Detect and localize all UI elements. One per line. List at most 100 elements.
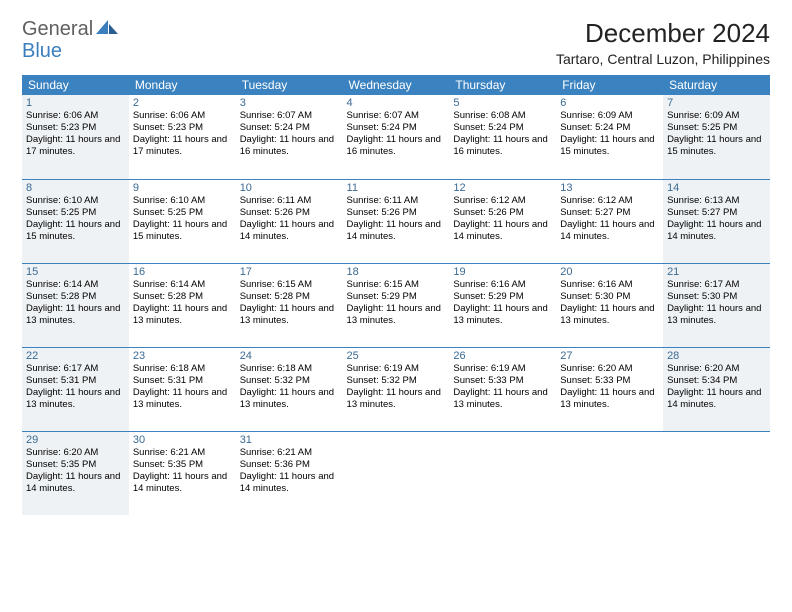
sunset-text: Sunset: 5:31 PM [133,375,232,387]
sunset-text: Sunset: 5:24 PM [347,122,446,134]
daylight-text: Daylight: 11 hours and 13 minutes. [240,303,339,327]
sunset-text: Sunset: 5:25 PM [133,207,232,219]
sunset-text: Sunset: 5:23 PM [133,122,232,134]
sunset-text: Sunset: 5:29 PM [453,291,552,303]
weekday-header: Wednesday [343,75,450,95]
day-info: Sunrise: 6:08 AMSunset: 5:24 PMDaylight:… [453,110,552,158]
calendar-cell: 7Sunrise: 6:09 AMSunset: 5:25 PMDaylight… [663,95,770,179]
calendar-cell: 9Sunrise: 6:10 AMSunset: 5:25 PMDaylight… [129,179,236,263]
daylight-text: Daylight: 11 hours and 13 minutes. [347,387,446,411]
sunrise-text: Sunrise: 6:18 AM [133,363,232,375]
day-info: Sunrise: 6:21 AMSunset: 5:35 PMDaylight:… [133,447,232,495]
calendar-cell: 3Sunrise: 6:07 AMSunset: 5:24 PMDaylight… [236,95,343,179]
day-info: Sunrise: 6:12 AMSunset: 5:26 PMDaylight:… [453,195,552,243]
sunset-text: Sunset: 5:32 PM [240,375,339,387]
day-cell: 28Sunrise: 6:20 AMSunset: 5:34 PMDayligh… [663,347,770,431]
day-number: 2 [133,97,232,109]
sunrise-text: Sunrise: 6:16 AM [453,279,552,291]
sunset-text: Sunset: 5:29 PM [347,291,446,303]
weekday-header: Monday [129,75,236,95]
day-info: Sunrise: 6:15 AMSunset: 5:29 PMDaylight:… [347,279,446,327]
sunset-text: Sunset: 5:28 PM [133,291,232,303]
daylight-text: Daylight: 11 hours and 13 minutes. [240,387,339,411]
day-number: 25 [347,350,446,362]
day-info: Sunrise: 6:06 AMSunset: 5:23 PMDaylight:… [26,110,125,158]
calendar-cell: 13Sunrise: 6:12 AMSunset: 5:27 PMDayligh… [556,179,663,263]
sunrise-text: Sunrise: 6:07 AM [347,110,446,122]
day-cell: 27Sunrise: 6:20 AMSunset: 5:33 PMDayligh… [556,347,663,431]
sunset-text: Sunset: 5:28 PM [240,291,339,303]
sunrise-text: Sunrise: 6:21 AM [133,447,232,459]
day-info: Sunrise: 6:09 AMSunset: 5:24 PMDaylight:… [560,110,659,158]
day-cell: 2Sunrise: 6:06 AMSunset: 5:23 PMDaylight… [129,95,236,179]
day-number: 18 [347,266,446,278]
daylight-text: Daylight: 11 hours and 14 minutes. [347,219,446,243]
day-info: Sunrise: 6:18 AMSunset: 5:32 PMDaylight:… [240,363,339,411]
day-number: 3 [240,97,339,109]
calendar-cell: 19Sunrise: 6:16 AMSunset: 5:29 PMDayligh… [449,263,556,347]
daylight-text: Daylight: 11 hours and 15 minutes. [560,134,659,158]
day-cell: 9Sunrise: 6:10 AMSunset: 5:25 PMDaylight… [129,179,236,263]
day-info: Sunrise: 6:12 AMSunset: 5:27 PMDaylight:… [560,195,659,243]
day-info: Sunrise: 6:14 AMSunset: 5:28 PMDaylight:… [26,279,125,327]
logo-text-general: General [22,19,93,39]
sunset-text: Sunset: 5:33 PM [453,375,552,387]
day-number: 22 [26,350,125,362]
sunrise-text: Sunrise: 6:06 AM [26,110,125,122]
day-info: Sunrise: 6:10 AMSunset: 5:25 PMDaylight:… [26,195,125,243]
day-info: Sunrise: 6:15 AMSunset: 5:28 PMDaylight:… [240,279,339,327]
sunrise-text: Sunrise: 6:09 AM [667,110,766,122]
sunset-text: Sunset: 5:32 PM [347,375,446,387]
day-info: Sunrise: 6:21 AMSunset: 5:36 PMDaylight:… [240,447,339,495]
day-info: Sunrise: 6:19 AMSunset: 5:32 PMDaylight:… [347,363,446,411]
sunrise-text: Sunrise: 6:15 AM [240,279,339,291]
sunrise-text: Sunrise: 6:17 AM [26,363,125,375]
day-cell: 7Sunrise: 6:09 AMSunset: 5:25 PMDaylight… [663,95,770,179]
sunrise-text: Sunrise: 6:20 AM [667,363,766,375]
sunset-text: Sunset: 5:30 PM [667,291,766,303]
day-number: 27 [560,350,659,362]
sunrise-text: Sunrise: 6:12 AM [560,195,659,207]
day-info: Sunrise: 6:19 AMSunset: 5:33 PMDaylight:… [453,363,552,411]
day-info: Sunrise: 6:17 AMSunset: 5:31 PMDaylight:… [26,363,125,411]
title-block: December 2024 Tartaro, Central Luzon, Ph… [556,18,770,67]
sunset-text: Sunset: 5:24 PM [240,122,339,134]
empty-cell [449,431,556,515]
calendar-week-row: 8Sunrise: 6:10 AMSunset: 5:25 PMDaylight… [22,179,770,263]
calendar-cell [663,431,770,515]
day-info: Sunrise: 6:18 AMSunset: 5:31 PMDaylight:… [133,363,232,411]
calendar-cell: 6Sunrise: 6:09 AMSunset: 5:24 PMDaylight… [556,95,663,179]
day-number: 1 [26,97,125,109]
calendar-cell: 29Sunrise: 6:20 AMSunset: 5:35 PMDayligh… [22,431,129,515]
daylight-text: Daylight: 11 hours and 16 minutes. [240,134,339,158]
daylight-text: Daylight: 11 hours and 16 minutes. [347,134,446,158]
day-cell: 17Sunrise: 6:15 AMSunset: 5:28 PMDayligh… [236,263,343,347]
day-info: Sunrise: 6:20 AMSunset: 5:35 PMDaylight:… [26,447,125,495]
daylight-text: Daylight: 11 hours and 14 minutes. [667,219,766,243]
calendar-cell: 25Sunrise: 6:19 AMSunset: 5:32 PMDayligh… [343,347,450,431]
location-text: Tartaro, Central Luzon, Philippines [556,51,770,67]
day-cell: 30Sunrise: 6:21 AMSunset: 5:35 PMDayligh… [129,431,236,515]
day-cell: 23Sunrise: 6:18 AMSunset: 5:31 PMDayligh… [129,347,236,431]
sunset-text: Sunset: 5:23 PM [26,122,125,134]
daylight-text: Daylight: 11 hours and 13 minutes. [133,387,232,411]
sunrise-text: Sunrise: 6:12 AM [453,195,552,207]
calendar-cell: 26Sunrise: 6:19 AMSunset: 5:33 PMDayligh… [449,347,556,431]
calendar-cell: 30Sunrise: 6:21 AMSunset: 5:35 PMDayligh… [129,431,236,515]
calendar-cell: 15Sunrise: 6:14 AMSunset: 5:28 PMDayligh… [22,263,129,347]
day-number: 24 [240,350,339,362]
sunset-text: Sunset: 5:30 PM [560,291,659,303]
day-info: Sunrise: 6:09 AMSunset: 5:25 PMDaylight:… [667,110,766,158]
calendar-cell: 24Sunrise: 6:18 AMSunset: 5:32 PMDayligh… [236,347,343,431]
calendar-cell: 23Sunrise: 6:18 AMSunset: 5:31 PMDayligh… [129,347,236,431]
daylight-text: Daylight: 11 hours and 14 minutes. [453,219,552,243]
day-number: 14 [667,182,766,194]
day-info: Sunrise: 6:20 AMSunset: 5:33 PMDaylight:… [560,363,659,411]
weekday-header-row: SundayMondayTuesdayWednesdayThursdayFrid… [22,75,770,95]
calendar-cell [343,431,450,515]
sunrise-text: Sunrise: 6:10 AM [133,195,232,207]
sunset-text: Sunset: 5:25 PM [667,122,766,134]
sunrise-text: Sunrise: 6:20 AM [560,363,659,375]
sunrise-text: Sunrise: 6:20 AM [26,447,125,459]
daylight-text: Daylight: 11 hours and 15 minutes. [26,219,125,243]
